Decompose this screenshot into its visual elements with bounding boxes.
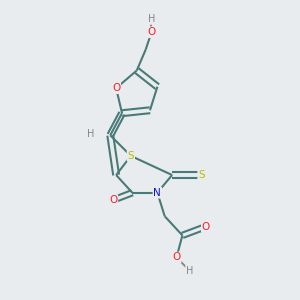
Text: H: H bbox=[148, 14, 155, 24]
Text: N: N bbox=[154, 188, 161, 198]
Text: H: H bbox=[186, 266, 194, 276]
Text: H: H bbox=[87, 129, 95, 139]
Text: S: S bbox=[198, 170, 205, 180]
Text: S: S bbox=[128, 151, 134, 161]
Text: O: O bbox=[112, 83, 120, 93]
Text: O: O bbox=[109, 195, 117, 205]
Text: O: O bbox=[147, 27, 156, 37]
Text: O: O bbox=[202, 222, 210, 232]
Text: O: O bbox=[172, 253, 181, 262]
